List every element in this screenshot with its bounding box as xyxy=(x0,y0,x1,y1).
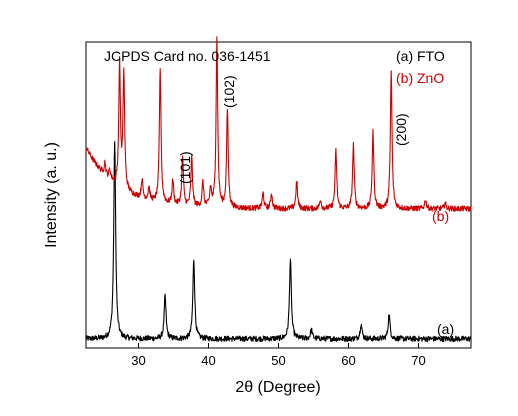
series-line-zno xyxy=(85,36,472,212)
y-axis-label: Intensity (a. u.) xyxy=(43,142,60,248)
legend-entry-zno: (b) ZnO xyxy=(396,70,444,86)
jcpds-card-annotation: JCPDS Card no. 036-1451 xyxy=(104,48,271,64)
x-tick-label: 70 xyxy=(411,353,425,368)
peak-label-200: (200) xyxy=(393,113,409,146)
legend-entry-fto: (a) FTO xyxy=(396,48,445,64)
series-line-fto xyxy=(85,140,472,343)
x-tick-label: 30 xyxy=(131,353,145,368)
peak-label-101: (101) xyxy=(177,151,193,184)
x-tick-label: 40 xyxy=(201,353,215,368)
curve-label-a: (a) xyxy=(437,321,454,337)
curve-label-b: (b) xyxy=(432,208,449,224)
peak-label-102: (102) xyxy=(221,75,237,108)
x-tick-label: 60 xyxy=(341,353,355,368)
x-ticks: 30 40 50 60 70 xyxy=(131,343,426,368)
series-layer xyxy=(85,36,472,343)
x-tick-label: 50 xyxy=(271,353,285,368)
x-axis-label: 2θ (Degree) xyxy=(235,379,320,396)
